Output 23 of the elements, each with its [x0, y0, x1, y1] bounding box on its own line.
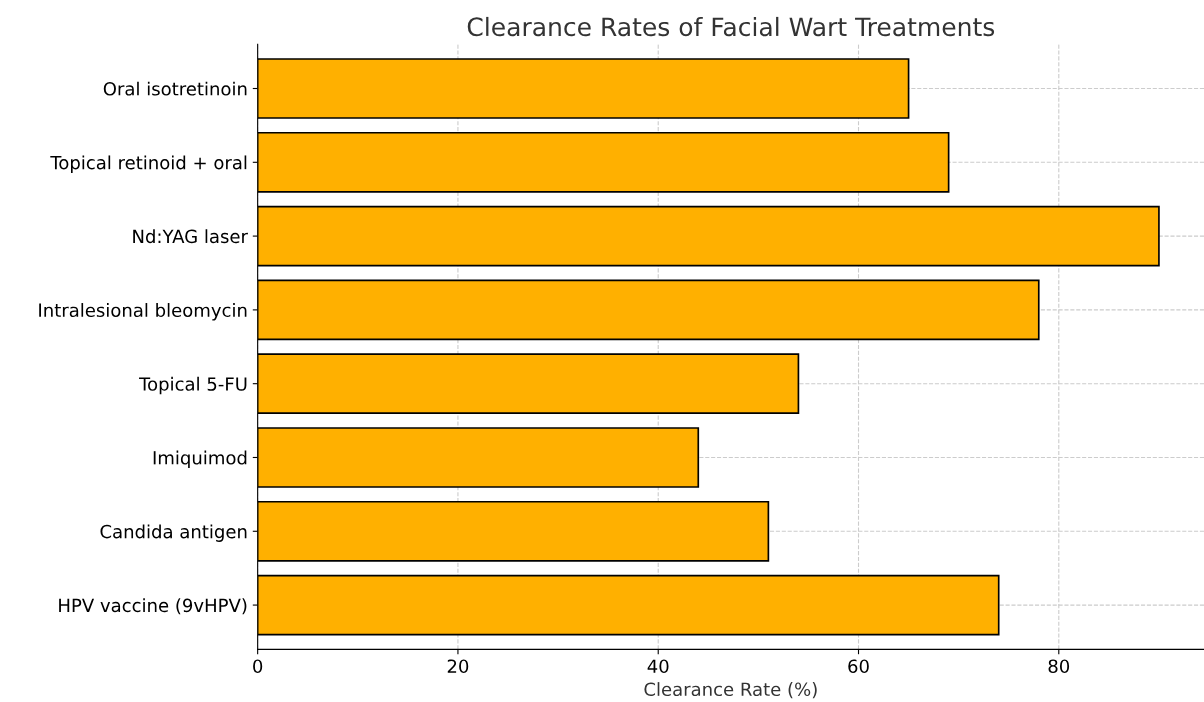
bar [257, 205, 1160, 267]
bar [257, 58, 910, 119]
bar [257, 353, 800, 415]
chart-title: Clearance Rates of Facial Wart Treatments [467, 16, 995, 37]
x-tick-label: 20 [447, 659, 469, 674]
x-tick-label: 60 [848, 659, 869, 674]
y-tick-label: Imiquimod [153, 450, 247, 469]
bar [257, 574, 1000, 636]
x-tick-label: 80 [1048, 659, 1070, 674]
y-tick-label: Nd:YAG laser [133, 229, 248, 244]
y-tick-label: Candida antigen [100, 524, 247, 542]
y-tick-label: HPV vaccine (9vHPV) [59, 598, 247, 615]
bar [257, 279, 1040, 341]
x-tick-label: 0 [253, 659, 263, 674]
y-tick-label: Intralesional bleomycin [39, 303, 247, 321]
bar [257, 500, 770, 562]
y-tick-label: Oral isotretinoin [103, 81, 247, 96]
bar [257, 427, 700, 488]
x-tick-label: 40 [647, 659, 669, 674]
y-tick-label: Topical retinoid + oral [50, 155, 247, 173]
y-tick-label: Topical 5-FU [139, 376, 247, 395]
bar [257, 131, 950, 193]
x-axis-title: Clearance Rate (%) [644, 682, 817, 699]
